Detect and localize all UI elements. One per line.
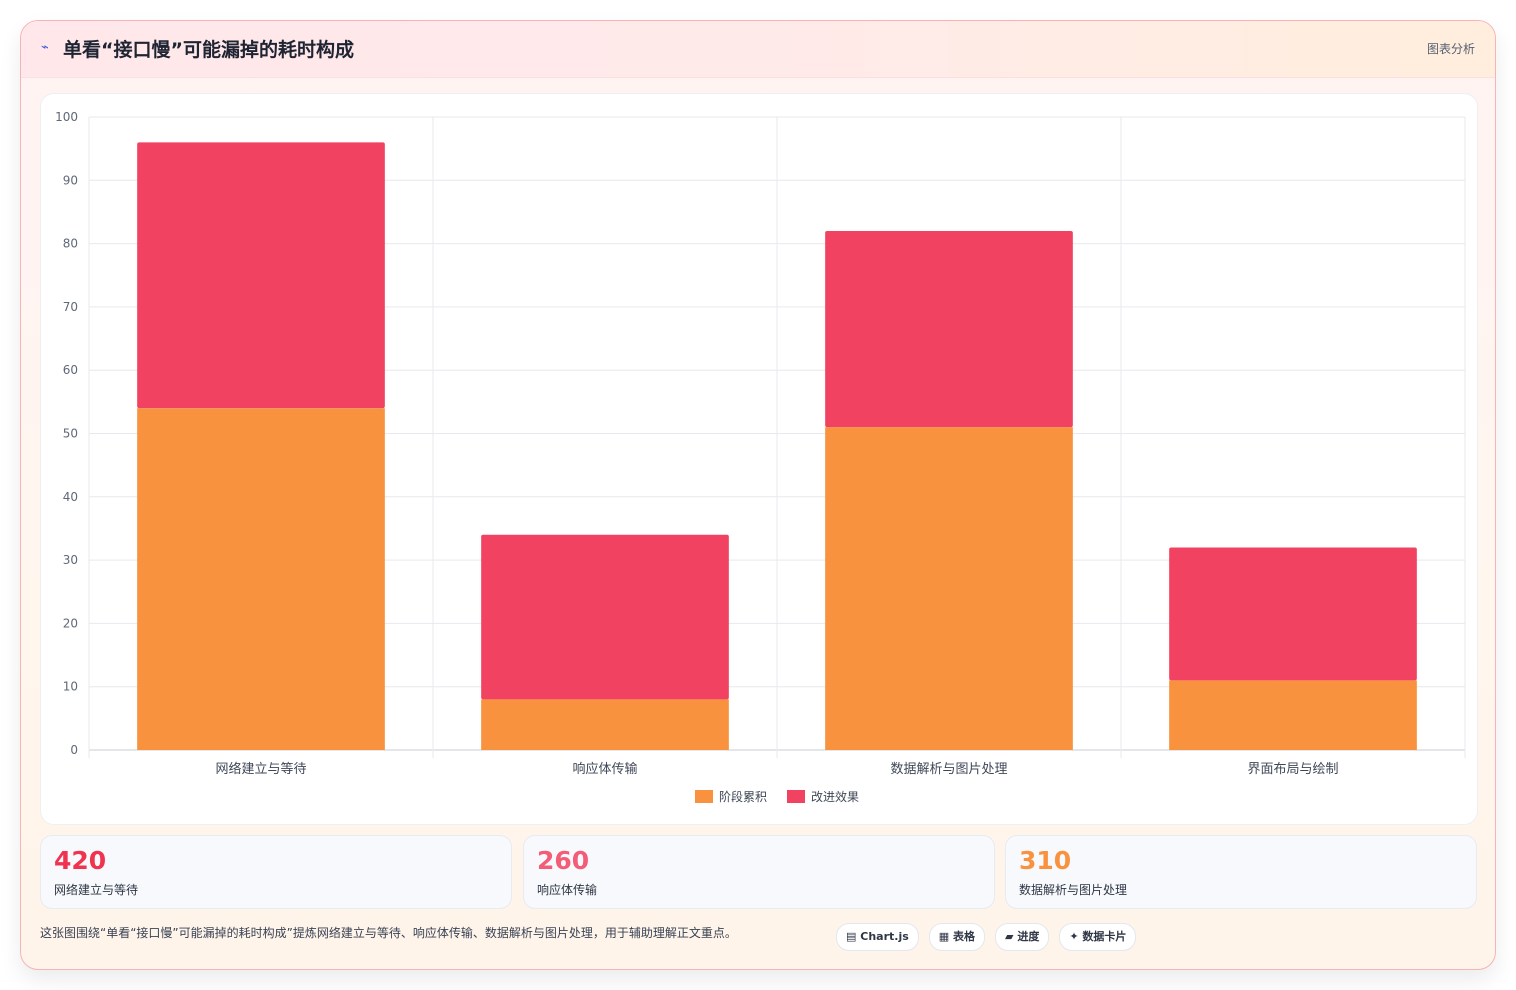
stat-value: 310: [1019, 846, 1072, 875]
legend-label: 改进效果: [811, 789, 859, 804]
y-tick-label: 100: [55, 110, 78, 124]
stat-card-2: 260 响应体传输: [523, 835, 995, 909]
legend-label: 阶段累积: [719, 789, 767, 804]
bar-segment: [1169, 680, 1417, 750]
progress-icon: ▰: [1005, 930, 1014, 943]
x-tick-label: 网络建立与等待: [215, 761, 306, 777]
chip-chartjs[interactable]: ▤ Chart.js: [836, 923, 919, 951]
y-tick-label: 40: [63, 490, 78, 504]
y-tick-label: 70: [63, 300, 78, 314]
stat-value: 420: [54, 846, 107, 875]
sparkle-icon: ✦: [1069, 930, 1079, 943]
bar-segment: [1169, 547, 1417, 681]
x-tick-label: 响应体传输: [572, 761, 637, 777]
card-tag: 图表分析: [1426, 42, 1475, 56]
stat-card-3: 310 数据解析与图片处理: [1005, 835, 1477, 909]
chip-progress[interactable]: ▰ 进度: [995, 923, 1050, 951]
stat-value: 260: [537, 846, 590, 875]
chip-table[interactable]: ▦ 表格: [928, 923, 986, 951]
card-header: ⌁ 单看“接口慢”可能漏掉的耗时构成 图表分析: [21, 21, 1495, 78]
chip-label: 进度: [1017, 930, 1040, 943]
footer-caption: 这张图围绕“单看“接口慢”可能漏掉的耗时构成”提炼网络建立与等待、响应体传输、数…: [40, 926, 737, 940]
legend-swatch: [695, 790, 713, 803]
legend-swatch: [787, 790, 805, 803]
table-icon: ▦: [938, 930, 950, 943]
y-tick-label: 80: [63, 237, 78, 251]
y-tick-label: 90: [63, 173, 78, 187]
stat-label: 数据解析与图片处理: [1019, 883, 1128, 897]
stat-label: 响应体传输: [537, 883, 598, 897]
y-tick-label: 20: [63, 616, 78, 630]
bar-segment: [481, 534, 729, 700]
chip-label: Chart.js: [860, 930, 909, 943]
bar-segment: [481, 699, 729, 750]
x-tick-label: 界面布局与绘制: [1247, 762, 1338, 777]
y-tick-label: 60: [63, 363, 78, 377]
y-tick-label: 10: [63, 680, 78, 694]
y-tick-label: 50: [63, 427, 78, 441]
x-tick-label: 数据解析与图片处理: [890, 762, 1007, 777]
tech-chips: ▤ Chart.js ▦ 表格 ▰ 进度 ✦ 数据卡片: [836, 923, 1137, 951]
stacked-bar-chart: 0 10 20 30 40 50 60 70 80 90 100 网络建立与等待 响应体传输 数据解析与图…: [55, 110, 1466, 804]
stat-label: 网络建立与等待: [54, 883, 139, 897]
chip-label: 表格: [953, 930, 976, 943]
chart-icon: ▤: [846, 930, 857, 943]
chip-datacard[interactable]: ✦ 数据卡片: [1059, 923, 1137, 951]
chart-panel: 0 10 20 30 40 50 60 70 80 90 100 网络建立与等待 响应体传输 数据解析与图…: [40, 93, 1478, 825]
chart-line-icon: ⌁: [41, 40, 49, 55]
stat-card-1: 420 网络建立与等待: [40, 835, 512, 909]
card-title: 单看“接口慢”可能漏掉的耗时构成: [63, 39, 354, 61]
y-tick-label: 30: [63, 553, 78, 567]
y-tick-label: 0: [70, 743, 78, 757]
bar-segment: [137, 408, 385, 750]
bar-segment: [825, 230, 1073, 428]
bar-segment: [825, 427, 1073, 750]
chart-card: ⌁ 单看“接口慢”可能漏掉的耗时构成 图表分析 0 10 20 30 40 50 60 70 8…: [20, 20, 1496, 970]
bar-segment: [137, 142, 385, 409]
chip-label: 数据卡片: [1082, 930, 1127, 943]
